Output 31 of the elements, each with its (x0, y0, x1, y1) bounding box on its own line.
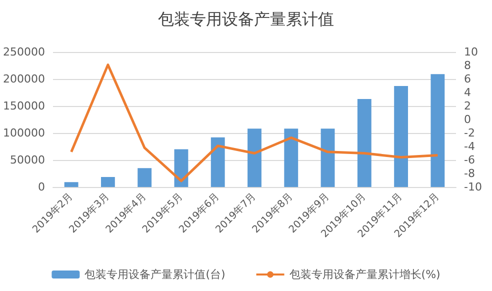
bar (100, 177, 115, 187)
y-tick-label: 50000 (10, 154, 45, 166)
bar (64, 182, 78, 187)
y-tick-label: 0 (38, 180, 45, 194)
chart-title: 包装专用设备产量累计值 (158, 10, 334, 28)
y-tick-label: 200000 (2, 72, 45, 86)
y2-tick-label: 2 (464, 100, 471, 112)
y2-tick-label: -4 (464, 140, 475, 153)
bar (284, 128, 298, 187)
y-tick-label: 250000 (2, 46, 45, 58)
bar (430, 74, 445, 187)
y-tick-label: 100000 (2, 126, 45, 140)
bar (357, 98, 372, 187)
y2-tick-label: -10 (464, 180, 482, 194)
y2-tick-label: -2 (464, 126, 475, 140)
y2-tick-label: -6 (464, 154, 475, 166)
bar (320, 128, 335, 187)
bar (394, 86, 408, 187)
y2-tick-label: -8 (464, 167, 475, 180)
line-series (70, 64, 439, 182)
y2-tick-label: 0 (464, 113, 471, 126)
y2-tick-label: 8 (464, 59, 471, 72)
y2-tick-label: 10 (464, 46, 478, 58)
y-tick-label: 150000 (2, 100, 45, 112)
legend-label: 包装专用设备产量累计值(台) (84, 268, 226, 281)
bar (210, 137, 225, 187)
bar (138, 168, 152, 187)
legend-label: 包装专用设备产量累计增长(%) (289, 268, 440, 281)
y2-tick-label: 6 (464, 72, 471, 86)
bar (248, 128, 262, 187)
y2-tick-label: 4 (464, 86, 471, 99)
